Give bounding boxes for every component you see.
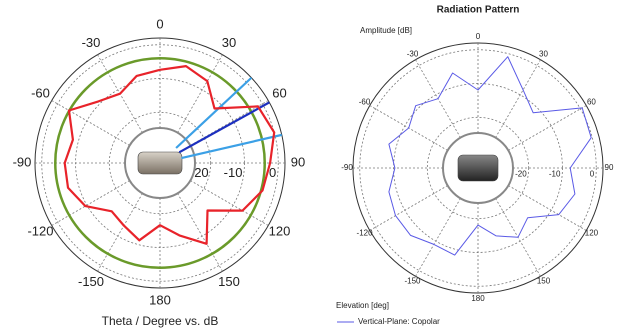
theta-tick-label: -90	[13, 154, 32, 169]
theta-tick-label: 150	[537, 277, 551, 286]
figure: -20 -10 0 -150 -120 -90 -60 -30 0 30 60 90 120 150 180…	[0, 0, 624, 335]
theta-tick-label: -120	[357, 229, 374, 238]
ray	[181, 135, 281, 158]
theta-tick-label: -30	[407, 50, 419, 59]
spoke	[496, 60, 541, 138]
legend-label: Vertical-Plane: Copolar	[358, 317, 440, 326]
x-axis-label: Theta / Degree vs. dB	[102, 314, 219, 328]
theta-tick-label: 60	[272, 85, 286, 100]
theta-tick-label: -60	[359, 98, 371, 107]
theta-tick-label: 60	[587, 98, 596, 107]
theta-tick-label: 180	[149, 292, 171, 307]
theta-tick-label: -120	[27, 223, 53, 238]
theta-tick-label: 120	[269, 223, 291, 238]
theta-tick-label: 90	[291, 154, 305, 169]
theta-tick-label: 30	[539, 50, 548, 59]
theta-tick-label: 180	[471, 294, 485, 303]
theta-tick-label: 90	[605, 163, 614, 172]
chart-title: Radiation Pattern	[437, 5, 520, 16]
ray	[179, 102, 269, 152]
r-tick-label: -20	[515, 170, 527, 179]
spoke	[416, 198, 461, 276]
theta-tick-label: -60	[31, 85, 50, 100]
theta-tick-label: 0	[476, 32, 481, 41]
theta-tick-label: 0	[156, 16, 163, 31]
spoke	[370, 186, 448, 231]
theta-tick-label: -150	[404, 277, 421, 286]
r-axis-label: Amplitude [dB]	[360, 26, 412, 35]
ray	[176, 78, 251, 148]
theta-axis-label: Elevation [deg]	[336, 301, 389, 310]
spoke	[508, 106, 586, 151]
antenna-icon	[138, 152, 182, 174]
r-tick-label: 0	[590, 170, 595, 179]
theta-tick-label: -90	[341, 163, 353, 172]
r-tick-label: -10	[549, 170, 561, 179]
theta-tick-label: 120	[585, 229, 599, 238]
theta-tick-label: 30	[222, 35, 236, 50]
r-tick-label: -10	[224, 165, 243, 180]
theta-tick-label: -150	[78, 274, 104, 289]
theta-tick-label: -30	[82, 35, 101, 50]
antenna-icon	[458, 155, 498, 181]
theta-tick-label: 150	[218, 274, 240, 289]
